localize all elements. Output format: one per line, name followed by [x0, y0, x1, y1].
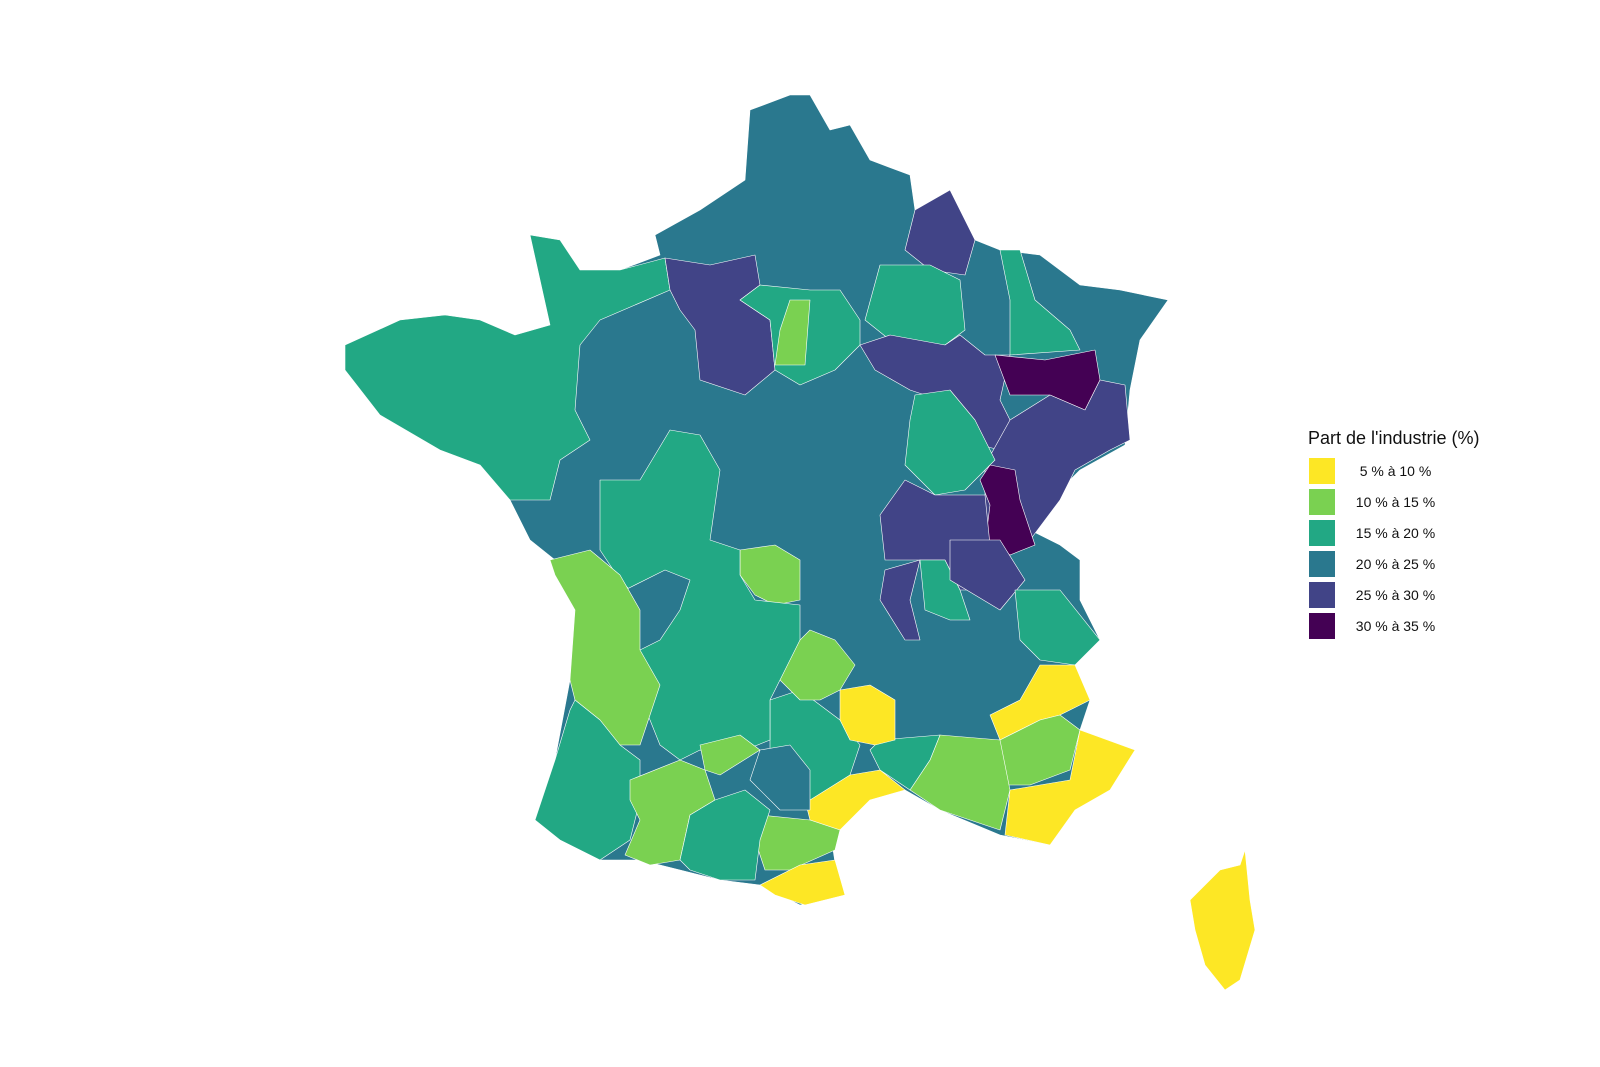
legend-item-20-25: 20 % à 25 % [1308, 548, 1480, 579]
legend-label: 15 % à 20 % [1355, 524, 1436, 541]
legend-swatch [1308, 456, 1336, 485]
department-region [864, 264, 966, 346]
department-region [679, 789, 771, 881]
department-region [699, 734, 761, 776]
departments-layer [344, 94, 1256, 991]
legend-title: Part de l'industrie (%) [1308, 428, 1480, 448]
department-region [759, 859, 846, 906]
department-region [1004, 729, 1136, 846]
department-region [904, 389, 996, 496]
department-region [869, 734, 941, 791]
legend-item-10-15: 10 % à 15 % [1308, 486, 1480, 517]
department-region [344, 234, 671, 501]
legend-swatch [1308, 580, 1336, 609]
legend-label: 10 % à 15 % [1355, 493, 1436, 510]
department-region [774, 299, 811, 366]
department-region [749, 744, 811, 811]
department-region [1189, 849, 1256, 991]
department-region [549, 549, 661, 746]
legend-label: 30 % à 35 % [1355, 617, 1436, 634]
legend-item-15-20: 15 % à 20 % [1308, 517, 1480, 548]
legend-label: 5 % à 10 % [1359, 462, 1432, 479]
legend-swatch [1308, 549, 1336, 578]
legend-item-30-35: 30 % à 35 % [1308, 610, 1480, 641]
legend: Part de l'industrie (%) 5 % à 10 % 10 % … [1308, 428, 1480, 641]
department-region [739, 544, 801, 606]
legend-label: 25 % à 30 % [1355, 586, 1436, 603]
legend-item-5-10: 5 % à 10 % [1308, 455, 1480, 486]
department-region [949, 539, 1026, 611]
legend-item-25-30: 25 % à 30 % [1308, 579, 1480, 610]
department-region [999, 249, 1081, 356]
legend-swatch [1308, 487, 1336, 516]
legend-swatch [1308, 518, 1336, 547]
legend-label: 20 % à 25 % [1355, 555, 1436, 572]
department-region [904, 189, 976, 276]
department-region [839, 684, 896, 746]
department-region [779, 629, 856, 701]
legend-swatch [1308, 611, 1336, 640]
department-region [534, 699, 641, 861]
department-region [919, 559, 971, 621]
